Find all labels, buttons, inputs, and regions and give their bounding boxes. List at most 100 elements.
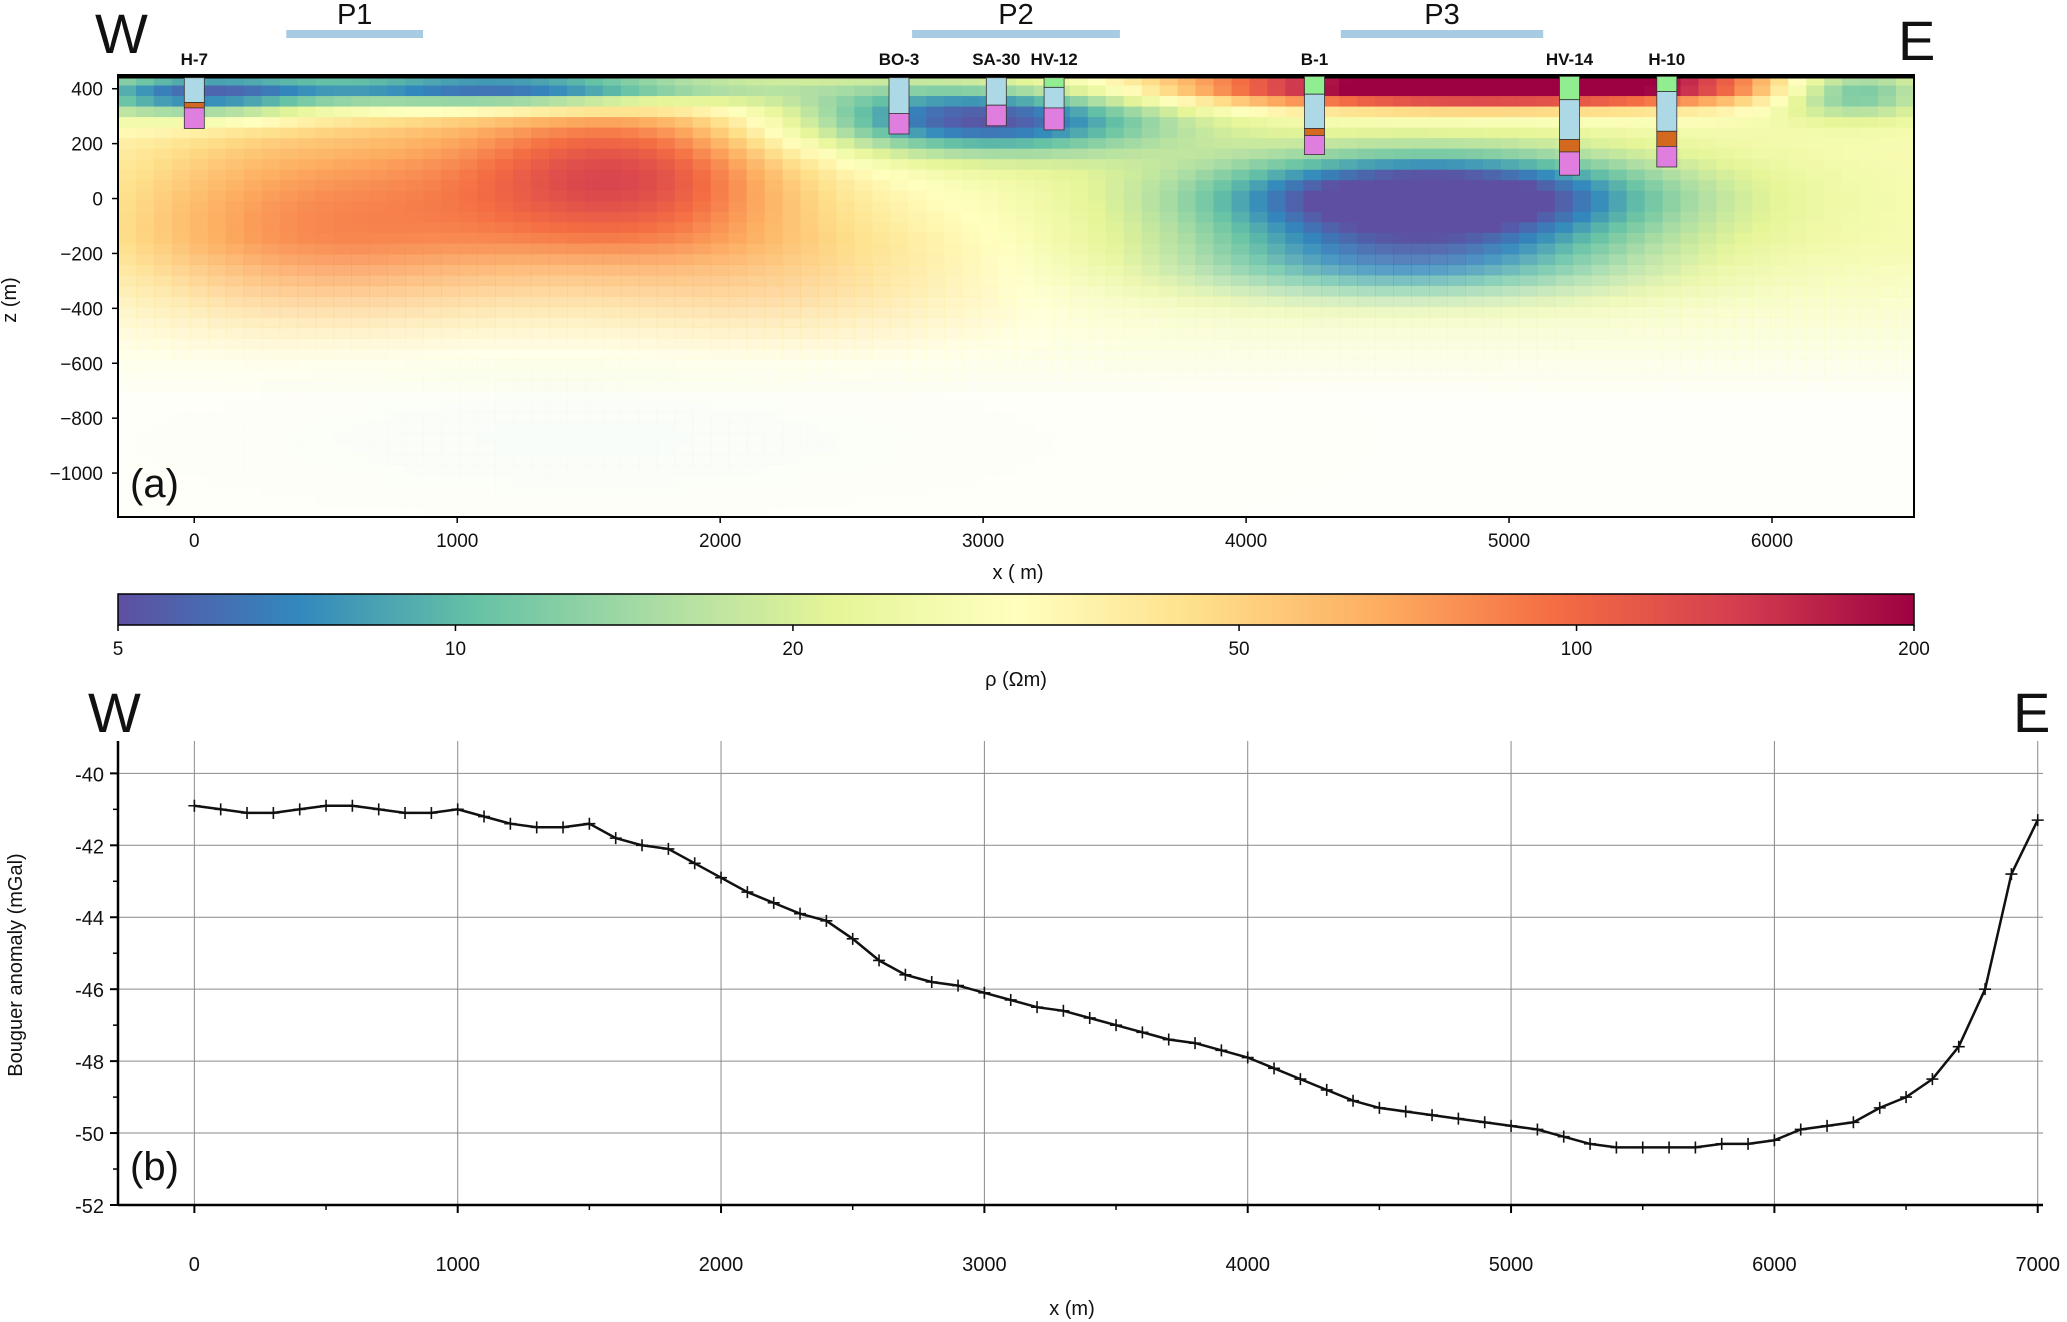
resistivity-cell <box>1447 411 1466 423</box>
resistivity-cell <box>567 474 586 487</box>
resistivity-cell <box>441 159 460 171</box>
resistivity-cell <box>800 327 820 339</box>
resistivity-cell <box>243 127 263 139</box>
resistivity-cell <box>1231 138 1251 150</box>
resistivity-cell <box>800 127 820 139</box>
resistivity-cell <box>441 243 460 255</box>
resistivity-cell <box>1429 138 1448 150</box>
resistivity-cell <box>1213 211 1233 223</box>
resistivity-cell <box>674 148 694 160</box>
resistivity-cell <box>1500 285 1520 297</box>
resistivity-cell <box>243 380 263 392</box>
resistivity-cell <box>1482 359 1502 371</box>
resistivity-cell <box>405 85 424 97</box>
resistivity-cell <box>549 338 568 350</box>
resistivity-cell <box>135 253 155 266</box>
colorbar-tick-label: 100 <box>1561 639 1593 660</box>
resistivity-cell <box>495 127 514 139</box>
resistivity-cell <box>369 211 388 223</box>
resistivity-cell <box>890 201 909 213</box>
resistivity-cell <box>998 495 1017 508</box>
resistivity-cell <box>1465 348 1484 360</box>
resistivity-cell <box>836 190 855 202</box>
resistivity-cell <box>746 453 766 465</box>
resistivity-cell <box>854 464 873 476</box>
resistivity-cell <box>1393 485 1412 497</box>
resistivity-cell <box>1680 85 1700 97</box>
resistivity-cell <box>118 422 137 434</box>
resistivity-cell <box>1680 390 1700 402</box>
resistivity-cell <box>1536 201 1556 213</box>
resistivity-cell <box>926 359 945 371</box>
resistivity-cell <box>279 190 299 202</box>
resistivity-cell <box>1105 338 1125 350</box>
resistivity-cell <box>710 106 730 118</box>
resistivity-cell <box>746 495 766 508</box>
resistivity-cell <box>1177 369 1197 381</box>
resistivity-cell <box>459 232 478 244</box>
resistivity-cell <box>207 338 227 350</box>
resistivity-cell <box>441 201 460 213</box>
resistivity-cell <box>674 253 694 266</box>
resistivity-cell <box>135 306 155 318</box>
resistivity-cell <box>944 148 963 160</box>
resistivity-cell <box>872 348 891 360</box>
resistivity-cell <box>1698 390 1718 402</box>
resistivity-cell <box>333 474 353 487</box>
resistivity-cell <box>638 285 658 297</box>
resistivity-cell <box>1626 211 1646 223</box>
resistivity-cell <box>638 411 658 423</box>
resistivity-cell <box>602 464 622 476</box>
resistivity-cell <box>1536 380 1556 392</box>
resistivity-cell <box>369 453 388 465</box>
resistivity-cell <box>854 432 873 444</box>
resistivity-cell <box>1033 432 1053 444</box>
resistivity-cell <box>1716 253 1735 266</box>
resistivity-cell <box>584 495 604 508</box>
resistivity-cell <box>1321 296 1340 308</box>
resistivity-cell <box>818 474 837 487</box>
resistivity-cell <box>1518 338 1538 350</box>
resistivity-cell <box>351 485 371 497</box>
bouguer-data-point <box>1162 1033 1175 1046</box>
resistivity-cell <box>728 453 748 465</box>
resistivity-cell <box>1339 285 1358 297</box>
resistivity-cell <box>118 180 137 192</box>
resistivity-cell <box>1195 169 1215 181</box>
resistivity-cell <box>1141 169 1161 181</box>
resistivity-cell <box>998 274 1017 287</box>
resistivity-cell <box>1842 180 1861 192</box>
resistivity-cell <box>944 85 963 97</box>
resistivity-cell <box>1788 253 1807 266</box>
resistivity-cell <box>1249 327 1269 339</box>
resistivity-cell <box>153 285 173 297</box>
resistivity-cell <box>944 169 963 181</box>
resistivity-cell <box>1878 75 1897 87</box>
resistivity-cell <box>261 359 281 371</box>
resistivity-cell <box>1087 180 1107 192</box>
colorbar-label: ρ (Ωm) <box>985 669 1047 691</box>
resistivity-cell <box>674 190 694 202</box>
resistivity-cell <box>1518 464 1538 476</box>
resistivity-cell <box>1878 380 1897 392</box>
resistivity-cell <box>1608 485 1628 497</box>
resistivity-cell <box>1357 474 1376 487</box>
resistivity-cell <box>1860 96 1879 108</box>
resistivity-cell <box>243 348 263 360</box>
resistivity-cell <box>1357 106 1376 118</box>
resistivity-cell <box>405 264 424 276</box>
resistivity-cell <box>1824 201 1843 213</box>
resistivity-cell <box>836 317 855 329</box>
resistivity-cell <box>1465 359 1484 371</box>
resistivity-cell <box>459 274 478 287</box>
resistivity-cell <box>1824 75 1843 87</box>
resistivity-cell <box>1788 285 1807 297</box>
resistivity-cell <box>1734 359 1753 371</box>
resistivity-cell <box>1806 474 1825 487</box>
resistivity-cell <box>1285 474 1304 487</box>
resistivity-cell <box>980 127 999 139</box>
resistivity-cell <box>567 296 586 308</box>
resistivity-cell <box>1339 495 1358 508</box>
resistivity-cell <box>1824 485 1843 497</box>
resistivity-cell <box>1231 422 1251 434</box>
